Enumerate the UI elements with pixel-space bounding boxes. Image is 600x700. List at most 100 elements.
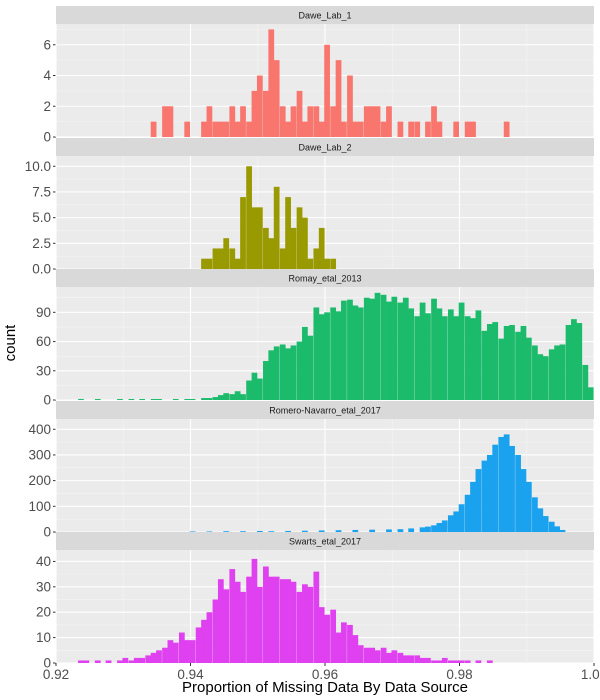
histogram-bar xyxy=(464,494,471,532)
histogram-bar xyxy=(279,579,286,663)
histogram-bar xyxy=(318,530,325,532)
x-tick-label: 1.00 xyxy=(581,667,600,682)
histogram-bar xyxy=(150,121,157,137)
histogram-bar xyxy=(525,481,532,532)
histogram-bar xyxy=(453,511,460,532)
histogram-bar xyxy=(548,349,555,400)
y-tick-label: 0 xyxy=(43,130,51,145)
histogram-bar xyxy=(246,380,252,400)
histogram-bar xyxy=(122,657,129,663)
y-axis-title: count xyxy=(2,324,19,362)
histogram-bar xyxy=(302,121,308,137)
histogram-bar xyxy=(307,258,314,269)
histogram-bar xyxy=(268,531,275,532)
histogram-bar xyxy=(391,650,398,663)
histogram-bar xyxy=(397,302,404,400)
histogram-bar xyxy=(335,530,342,532)
histogram-bar xyxy=(206,106,213,137)
histogram-bar xyxy=(285,197,291,269)
histogram-bar xyxy=(532,345,538,400)
histogram-bar xyxy=(441,316,448,400)
facet-panels: Dawe_Lab_1 0 2 4 6 Dawe_Lab_2 0.0 2.5 5.0 7.5 10.0… xyxy=(25,6,595,671)
histogram-bar xyxy=(307,106,314,137)
histogram-bar xyxy=(464,660,471,663)
histogram-bar xyxy=(374,292,381,400)
histogram-bar xyxy=(78,399,84,400)
histogram-bar xyxy=(206,258,213,269)
histogram-bar xyxy=(234,258,241,269)
histogram-bar xyxy=(212,397,219,400)
histogram-bar xyxy=(240,591,246,663)
histogram-bars xyxy=(150,29,510,138)
histogram-bar xyxy=(503,325,510,400)
histogram-bar xyxy=(408,528,415,532)
histogram-bar xyxy=(486,660,493,663)
histogram-bar xyxy=(167,640,174,663)
histogram-bar xyxy=(290,227,297,269)
histogram-bar xyxy=(419,657,426,663)
histogram-bar xyxy=(223,238,230,269)
facet-strip xyxy=(56,269,594,287)
histogram-bar xyxy=(475,660,482,663)
histogram-bar xyxy=(414,655,421,663)
histogram-bar xyxy=(520,469,527,532)
histogram-bar xyxy=(256,75,263,137)
histogram-bar xyxy=(223,531,230,532)
histogram-bar xyxy=(397,652,404,663)
histogram-bar xyxy=(251,207,258,269)
histogram-bar xyxy=(313,307,320,400)
histogram-bar xyxy=(290,345,297,400)
histogram-bar xyxy=(447,515,454,532)
histogram-bar xyxy=(330,609,337,663)
histogram-bar xyxy=(206,398,213,400)
histogram-bar xyxy=(324,614,330,663)
facet-strip-label: Dawe_Lab_2 xyxy=(298,143,351,153)
x-axis-title: Proportion of Missing Data By Data Sourc… xyxy=(182,679,468,696)
histogram-bar xyxy=(537,354,544,400)
histogram-bar xyxy=(525,337,532,400)
histogram-bar xyxy=(363,297,370,400)
histogram-bar xyxy=(492,322,499,400)
histogram-bar xyxy=(414,121,421,137)
histogram-bar xyxy=(470,318,476,400)
histogram-bar xyxy=(408,308,415,400)
histogram-bar xyxy=(475,310,482,400)
histogram-bar xyxy=(347,75,353,137)
histogram-bar xyxy=(285,348,291,400)
y-tick-label: 90 xyxy=(36,305,51,320)
histogram-bar xyxy=(408,121,415,137)
histogram-bar xyxy=(201,398,207,400)
histogram-bar xyxy=(537,508,544,532)
histogram-bar xyxy=(128,399,135,400)
histogram-bar xyxy=(302,326,308,400)
y-tick-label: 100 xyxy=(28,499,51,514)
y-tick-label: 30 xyxy=(36,579,51,594)
histogram-bar xyxy=(509,324,515,400)
histogram-bar xyxy=(481,330,488,400)
histogram-bar xyxy=(240,197,246,269)
histogram-bar xyxy=(251,372,258,400)
histogram-bar xyxy=(201,121,207,137)
histogram-bar xyxy=(374,106,381,137)
histogram-bar xyxy=(425,121,431,137)
histogram-bar xyxy=(139,657,146,663)
histogram-bars xyxy=(189,434,566,532)
y-tick-label: 400 xyxy=(28,422,51,437)
histogram-bar xyxy=(240,394,246,400)
histogram-bar xyxy=(548,521,555,532)
facet-strip xyxy=(56,6,594,24)
x-tick-label: 0.92 xyxy=(43,667,69,682)
histogram-bar xyxy=(369,298,376,400)
histogram-bar xyxy=(498,338,505,400)
histogram-bar xyxy=(369,647,376,663)
histogram-bar xyxy=(285,121,291,137)
histogram-bar xyxy=(94,399,101,400)
histogram-bar xyxy=(145,655,152,663)
histogram-bar xyxy=(279,106,286,137)
histogram-bar xyxy=(352,121,359,137)
histogram-bar xyxy=(470,121,476,137)
histogram-bar xyxy=(503,121,510,137)
histogram-bar xyxy=(172,399,179,400)
histogram-bar xyxy=(532,497,538,532)
histogram-bar xyxy=(380,294,387,400)
